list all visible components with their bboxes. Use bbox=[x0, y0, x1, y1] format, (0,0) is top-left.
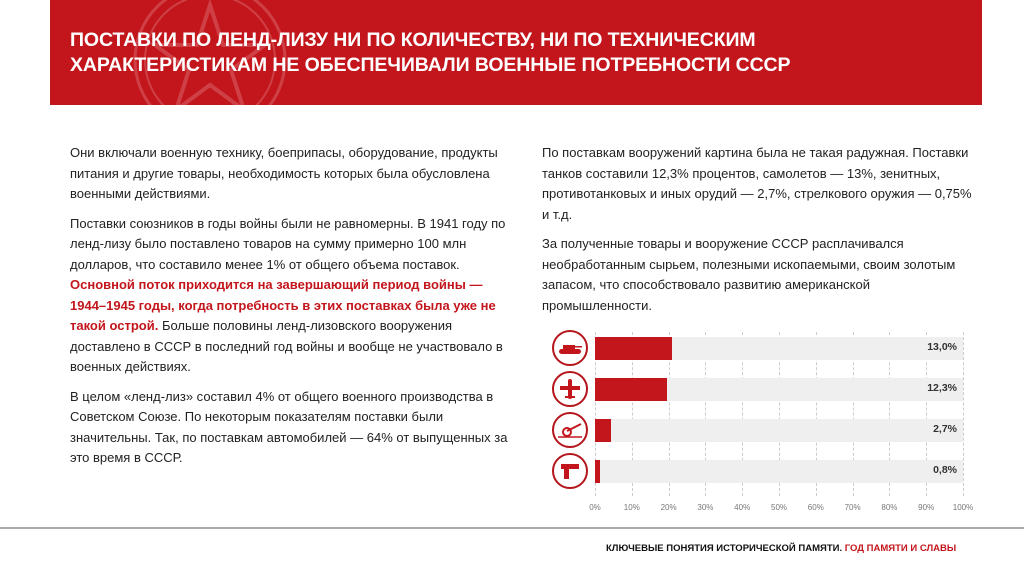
bar-value-label: 0,8% bbox=[933, 464, 957, 476]
bar bbox=[595, 378, 668, 401]
bar bbox=[595, 337, 672, 360]
bar-track: 2,7% bbox=[595, 419, 963, 442]
x-tick-label: 90% bbox=[918, 503, 935, 512]
footer: КЛЮЧЕВЫЕ ПОНЯТИЯ ИСТОРИЧЕСКОЙ ПАМЯТИ. ГО… bbox=[606, 543, 956, 554]
left-column: Они включали военную технику, боеприпасы… bbox=[70, 143, 510, 478]
paragraph: Поставки союзников в годы войны были не … bbox=[70, 214, 510, 378]
tank-icon bbox=[552, 330, 588, 366]
paragraph: По поставкам вооружений картина была не … bbox=[542, 145, 972, 222]
bar-value-label: 2,7% bbox=[933, 423, 957, 435]
grid-line bbox=[926, 332, 928, 496]
weapons-bar-chart: 0% 10% 20% 30% 40% 50% 60% 70% 80% 90% 100% 13,0% 12… bbox=[548, 330, 978, 522]
bar-value-label: 13,0% bbox=[927, 341, 957, 353]
x-tick-label: 80% bbox=[881, 503, 898, 512]
grid-line bbox=[852, 332, 854, 496]
x-tick-label: 70% bbox=[844, 503, 861, 512]
bar bbox=[595, 419, 611, 442]
grid-line bbox=[631, 332, 633, 496]
grid-line bbox=[668, 332, 670, 496]
header-banner: ПОСТАВКИ ПО ЛЕНД-ЛИЗУ НИ ПО КОЛИЧЕСТВУ, … bbox=[50, 0, 982, 105]
pistol-icon bbox=[552, 453, 588, 489]
grid-line bbox=[815, 332, 817, 496]
bar-track: 12,3% bbox=[595, 378, 963, 401]
x-tick-label: 20% bbox=[660, 503, 677, 512]
star-emblem-icon bbox=[133, 0, 287, 105]
artillery-icon bbox=[552, 412, 588, 448]
x-tick-label: 10% bbox=[623, 503, 640, 512]
x-tick-label: 30% bbox=[697, 503, 714, 512]
paragraph: За полученные товары и вооружение СССР р… bbox=[542, 236, 956, 313]
grid-line bbox=[742, 332, 744, 496]
footer-accent: ГОД ПАМЯТИ И СЛАВЫ bbox=[844, 543, 957, 554]
title-line-2: ХАРАКТЕРИСТИКАМ НЕ ОБЕСПЕЧИВАЛИ ВОЕННЫЕ … bbox=[70, 54, 791, 76]
grid-line bbox=[595, 332, 596, 496]
grid-line bbox=[963, 332, 964, 496]
footer-text: КЛЮЧЕВЫЕ ПОНЯТИЯ ИСТОРИЧЕСКОЙ ПАМЯТИ. bbox=[606, 543, 843, 554]
footer-divider bbox=[0, 527, 1024, 529]
grid-line bbox=[889, 332, 891, 496]
text: Больше половины ленд-лизовского вооружен… bbox=[70, 318, 503, 374]
x-tick-label: 40% bbox=[734, 503, 751, 512]
bar-track: 13,0% bbox=[595, 337, 963, 360]
paragraph: В целом «ленд-лиз» составил 4% от общего… bbox=[70, 388, 508, 466]
x-tick-label: 50% bbox=[770, 503, 788, 512]
page-title: ПОСТАВКИ ПО ЛЕНД-ЛИЗУ НИ ПО КОЛИЧЕСТВУ, … bbox=[70, 28, 791, 78]
highlight-text: Основной поток приходится на завершающий… bbox=[70, 277, 496, 333]
x-tick-label: 60% bbox=[807, 503, 824, 512]
bar bbox=[595, 460, 600, 483]
paragraph: Они включали военную технику, боеприпасы… bbox=[70, 145, 498, 201]
plane-icon bbox=[552, 371, 588, 407]
right-column: По поставкам вооружений картина была не … bbox=[542, 143, 982, 325]
x-tick-label: 0% bbox=[589, 503, 601, 512]
bar-track: 0,8% bbox=[595, 460, 963, 483]
title-line-1: ПОСТАВКИ ПО ЛЕНД-ЛИЗУ НИ ПО КОЛИЧЕСТВУ, … bbox=[70, 29, 756, 51]
grid-line bbox=[779, 332, 780, 496]
text: Поставки союзников в годы войны были не … bbox=[70, 215, 506, 272]
bar-value-label: 12,3% bbox=[927, 382, 957, 394]
grid-line bbox=[705, 332, 707, 496]
x-tick-label: 100% bbox=[952, 503, 974, 512]
